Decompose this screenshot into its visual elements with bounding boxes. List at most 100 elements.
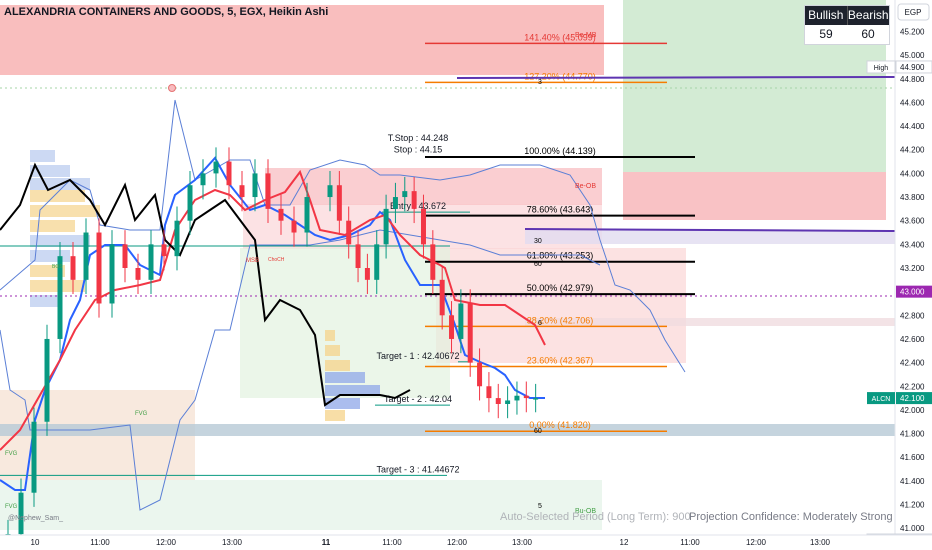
level-marker-4: 6: [538, 320, 542, 327]
trade-level-label: Target - 1 : 42.40672: [376, 351, 459, 361]
candle-body: [420, 208, 426, 245]
candle-body: [327, 185, 333, 198]
y-tick-label: 43.800: [900, 193, 925, 202]
x-axis-ticks: 10 11:00 12:00 13:00 11 11:00 12:00 13:00 12 11:0…: [31, 538, 831, 547]
volume-profile-bar: [30, 220, 75, 232]
x-tick-label: 10: [31, 538, 40, 547]
price-tag-bg: [896, 285, 932, 298]
candle-body: [187, 185, 193, 221]
candle-body: [83, 232, 89, 280]
zone-label-choch: ChoCH: [268, 257, 285, 263]
candle-body: [402, 191, 408, 198]
black-line: [0, 162, 411, 407]
y-tick-label: 41.800: [900, 430, 925, 439]
candle-body: [439, 279, 445, 316]
candle-body: [174, 220, 180, 257]
candle-body: [304, 197, 310, 233]
footer-author: @Nephew_Sam_: [8, 515, 63, 522]
x-tick-label: 11:00: [680, 538, 700, 547]
price-tag-bg: [896, 392, 932, 405]
candle-body: [239, 185, 245, 198]
volume-profile-bar: [30, 190, 85, 202]
candle-body: [252, 173, 258, 198]
candles: [5, 147, 539, 550]
level-marker-5: 60: [534, 428, 542, 435]
volume-profile-bar: [325, 398, 360, 409]
lower-channel: [0, 229, 601, 511]
x-tick-label: 13:00: [222, 538, 243, 547]
fib-label: 38.20% (42.706): [527, 315, 594, 325]
candle-body: [148, 244, 154, 280]
y-tick-label: 44.000: [900, 169, 925, 178]
zone-label-fvg-1: FVG: [135, 411, 148, 417]
bearish-count: 60: [861, 27, 875, 41]
y-tick-label: 43.200: [900, 264, 925, 273]
candle-body: [226, 161, 232, 186]
candle-body: [31, 421, 37, 493]
volume-profile-bar: [30, 295, 60, 307]
fib-label: 50.00% (42.979): [527, 283, 594, 293]
fib-label: 127.20% (44.770): [524, 71, 596, 81]
pink-band: [525, 318, 895, 326]
x-tick-label: 11: [322, 538, 331, 547]
volume-profile-bar: [30, 235, 90, 247]
candle-body: [44, 338, 50, 422]
chart-title: ALEXANDRIA CONTAINERS AND GOODS, 5, EGX,…: [4, 6, 328, 18]
y-tick-label: 44.200: [900, 146, 925, 155]
candle-body: [122, 244, 128, 268]
currency-badge[interactable]: [897, 3, 930, 21]
volume-profile-bar: [325, 345, 340, 356]
y-tick-label: 42.600: [900, 335, 925, 344]
volume-profile-bar: [30, 205, 100, 217]
candle-body: [458, 303, 464, 339]
y-tick-label: 43.600: [900, 217, 925, 226]
y-tick-label: 41.600: [900, 453, 925, 462]
y-tick-label: 42.400: [900, 359, 925, 368]
y-tick-label: 43.400: [900, 240, 925, 249]
candle-body: [346, 220, 352, 245]
be-ob-zone: [265, 168, 602, 205]
candle-body: [355, 244, 361, 268]
candle-body: [70, 256, 76, 280]
fib-label: 23.60% (42.367): [527, 356, 594, 366]
y-tick-label: 45.200: [900, 27, 925, 36]
candle-body: [18, 492, 24, 535]
fib-label: 78.60% (43.643): [527, 205, 594, 215]
level-marker-6: 5: [538, 503, 542, 510]
candle-body: [57, 256, 63, 339]
candle-body: [364, 268, 370, 280]
price-tag-value: 42.100: [900, 394, 925, 403]
candle-body: [200, 173, 206, 186]
trade-level-label: T.Stop : 44.248: [388, 133, 449, 143]
purple-level-2: [524, 228, 896, 232]
y-tick-label: 41.000: [900, 524, 925, 533]
level-marker-2: 30: [534, 238, 542, 245]
price-tag-label: High: [874, 65, 889, 72]
trade-levels: T.Stop : 44.248 Stop : 44.15 Entry : 43.67…: [0, 133, 470, 476]
x-tick-label: 12:00: [156, 538, 177, 547]
zone-label-bos: BOS: [52, 264, 63, 270]
candle-body: [514, 395, 520, 401]
candle-body: [523, 395, 529, 399]
volume-profile-bar: [30, 265, 65, 277]
candle-body: [213, 161, 219, 174]
y-tick-label: 44.600: [900, 98, 925, 107]
x-tick-label: 13:00: [512, 538, 533, 547]
high-marker: [168, 84, 176, 92]
zone-label-bu-ob: Bu-OB: [575, 508, 596, 515]
candle-body: [96, 232, 102, 304]
zone-label-be-mb: Be-MB: [575, 32, 597, 39]
purple-level-1: [456, 76, 896, 79]
footer-period: Auto-Selected Period (Long Term): 900: [500, 511, 691, 523]
candle-body: [161, 244, 167, 257]
bu-ob-zone: [0, 480, 602, 530]
zone-label-fvg-3: FVG: [5, 451, 18, 457]
y-tick-label: 45.000: [900, 51, 925, 60]
x-tick-label: 12:00: [746, 538, 767, 547]
trade-level-label: Target - 2 : 42.04: [384, 394, 452, 404]
zone-label-msb: MSB: [246, 258, 259, 264]
candle-body: [486, 386, 492, 399]
candle-body: [477, 362, 483, 387]
target-red-zone: [436, 248, 686, 363]
